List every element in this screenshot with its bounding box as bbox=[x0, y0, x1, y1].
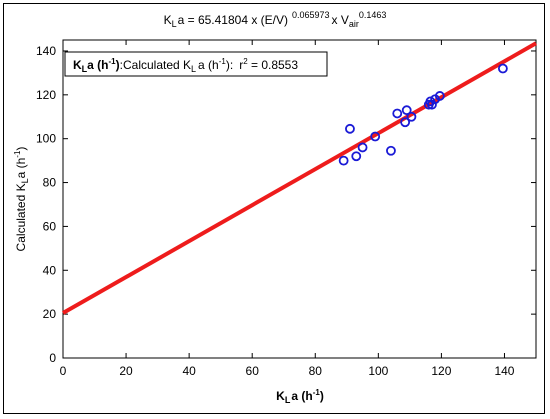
x-tick-label: 140 bbox=[494, 364, 514, 378]
plot-area bbox=[62, 39, 537, 359]
figure-frame bbox=[3, 3, 545, 414]
legend-label: KLa (h-1):Calculated KL a (h-1): r2 = 0.85… bbox=[73, 57, 298, 74]
x-tick-label: 20 bbox=[119, 364, 133, 378]
data-point bbox=[338, 155, 349, 166]
y-tick-label: 80 bbox=[43, 176, 57, 190]
data-point bbox=[357, 142, 368, 153]
y-tick-label: 0 bbox=[49, 351, 56, 365]
data-point bbox=[351, 151, 362, 162]
data-point bbox=[434, 91, 445, 101]
fit-line-group bbox=[62, 41, 537, 315]
x-tick-label: 80 bbox=[309, 364, 323, 378]
y-tick-label: 60 bbox=[43, 219, 57, 233]
y-tick-label: 20 bbox=[43, 307, 57, 321]
y-tick-label: 140 bbox=[36, 44, 56, 58]
y-tick-label: 100 bbox=[36, 132, 56, 146]
chart-title: KLa = 65.41804 x (E/V) 0.065973 x Vair0.14… bbox=[164, 10, 387, 29]
data-point bbox=[345, 123, 355, 134]
data-point bbox=[400, 117, 411, 128]
x-tick-label: 120 bbox=[431, 364, 451, 378]
axis-ticks: 0 20 40 60 80 100 120 140 0 20 40 60 80 100 120 140 bbox=[36, 40, 536, 378]
legend-box bbox=[64, 51, 328, 77]
data-point bbox=[392, 108, 403, 119]
data-points bbox=[338, 63, 508, 166]
x-tick-label: 40 bbox=[182, 364, 196, 378]
data-point bbox=[497, 63, 508, 74]
regression-line bbox=[62, 41, 537, 315]
data-point bbox=[370, 131, 381, 142]
x-tick-label: 100 bbox=[368, 364, 388, 378]
data-point bbox=[386, 145, 396, 156]
y-axis-label: Calculated KLa (h-1) bbox=[13, 147, 30, 252]
x-axis-label: KLa (h-1) bbox=[276, 388, 324, 405]
x-tick-label: 60 bbox=[246, 364, 260, 378]
y-tick-label: 120 bbox=[36, 88, 56, 102]
x-tick-label: 0 bbox=[60, 364, 67, 378]
data-point bbox=[401, 105, 412, 116]
legend: KLa (h-1):Calculated KL a (h-1): r2 = 0.85… bbox=[64, 51, 328, 77]
y-tick-label: 40 bbox=[43, 263, 57, 277]
data-point bbox=[406, 111, 417, 122]
